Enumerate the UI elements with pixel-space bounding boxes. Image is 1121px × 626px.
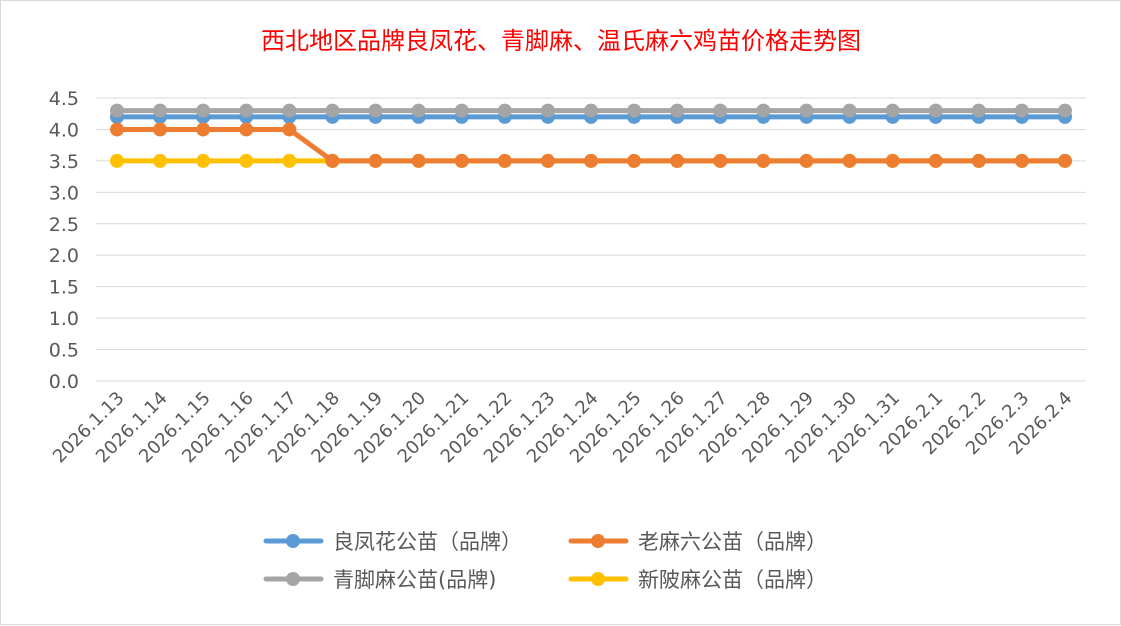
chart-title: 西北地区品牌良凤花、青脚麻、温氏麻六鸡苗价格走势图 [261, 27, 861, 55]
legend-label: 良凤花公苗（品牌） [333, 530, 522, 554]
data-point [239, 122, 254, 137]
data-point [540, 103, 555, 118]
data-point [411, 103, 426, 118]
data-point [368, 153, 383, 168]
data-point [584, 153, 598, 168]
data-point [842, 103, 857, 118]
data-point [842, 153, 857, 168]
data-point [1058, 103, 1072, 118]
data-point [928, 103, 943, 118]
data-point [756, 153, 771, 168]
legend-label: 青脚麻公苗(品牌) [333, 568, 496, 592]
y-tick-label: 3.0 [49, 182, 79, 204]
data-point [670, 153, 685, 168]
data-point [799, 103, 814, 118]
data-point [497, 153, 512, 168]
y-tick-label: 1.5 [49, 277, 79, 299]
y-tick-label: 4.5 [49, 88, 79, 110]
legend-marker [286, 572, 300, 586]
y-tick-label: 2.0 [49, 245, 79, 267]
data-point [713, 103, 728, 118]
y-tick-label: 0.5 [49, 340, 79, 362]
data-point [1014, 103, 1029, 118]
data-point [627, 153, 642, 168]
data-point [971, 153, 986, 168]
data-point [1014, 153, 1029, 168]
data-point [196, 103, 211, 118]
y-tick-label: 0.0 [49, 371, 79, 393]
data-point [196, 122, 211, 137]
data-point [971, 103, 986, 118]
data-point [110, 153, 124, 168]
legend-marker [286, 534, 300, 548]
data-point [584, 103, 598, 118]
data-point [799, 153, 814, 168]
data-point [110, 122, 124, 137]
data-point [627, 103, 642, 118]
data-point [928, 153, 943, 168]
data-point [325, 153, 340, 168]
data-point [454, 103, 469, 118]
data-point [153, 153, 168, 168]
data-point [282, 153, 297, 168]
data-point [540, 153, 555, 168]
y-tick-label: 3.5 [49, 151, 79, 173]
legend-marker [591, 534, 605, 548]
data-point [670, 103, 685, 118]
data-point [282, 122, 297, 137]
legend-marker [591, 572, 605, 586]
y-tick-label: 2.5 [49, 214, 79, 236]
data-point [282, 103, 297, 118]
data-point [885, 153, 900, 168]
data-point [239, 103, 254, 118]
data-point [153, 122, 168, 137]
y-tick-label: 4.0 [49, 119, 79, 141]
y-tick-label: 1.0 [49, 308, 79, 330]
data-point [368, 103, 383, 118]
data-point [1058, 153, 1072, 168]
data-point [713, 153, 728, 168]
data-point [239, 153, 254, 168]
legend-label: 老麻六公苗（品牌） [638, 530, 827, 554]
data-point [153, 103, 168, 118]
data-point [885, 103, 900, 118]
data-point [497, 103, 512, 118]
data-point [110, 103, 124, 118]
data-point [454, 153, 469, 168]
data-point [325, 103, 340, 118]
data-point [196, 153, 211, 168]
data-point [411, 153, 426, 168]
data-point [756, 103, 771, 118]
legend-label: 新陂麻公苗（品牌） [638, 568, 827, 592]
